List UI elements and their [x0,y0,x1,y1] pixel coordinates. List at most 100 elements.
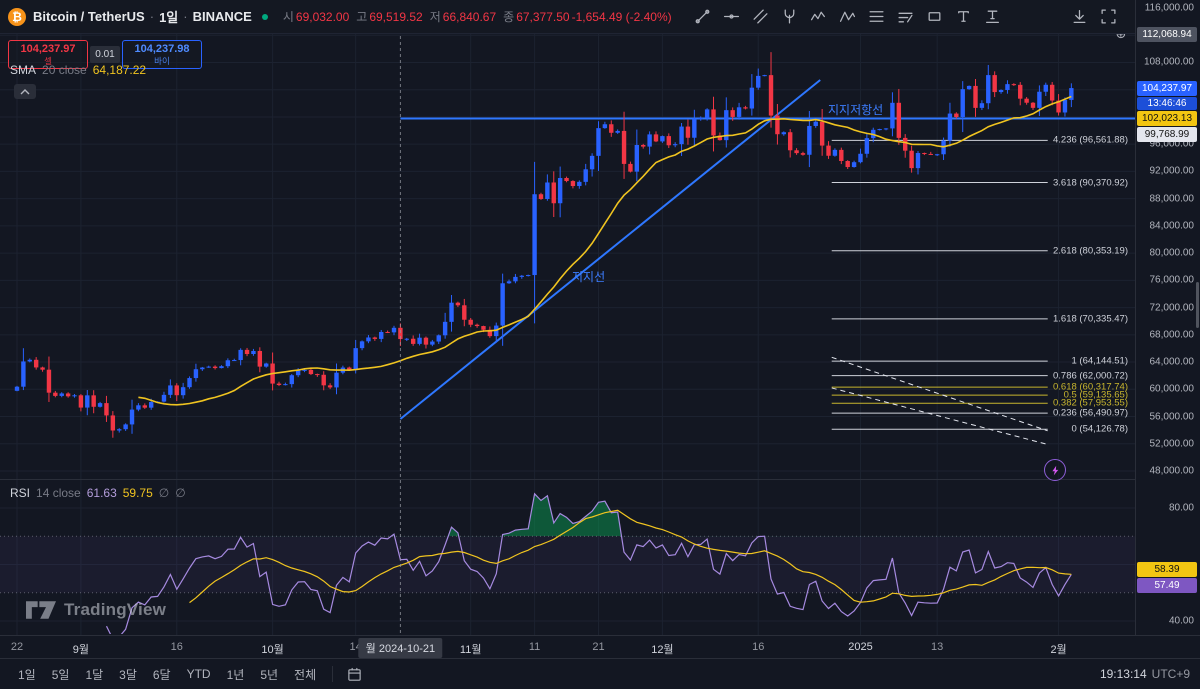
time-axis-label: 22 [10,641,24,653]
price-axis-label: 116,000.00 [1144,2,1194,14]
market-status-dot [261,13,268,20]
price-axis-label: 84,000.00 [1149,220,1195,232]
sell-label: 셀 [44,55,52,66]
elliott-wave-icon[interactable] [804,3,833,30]
price-axis-label: 64,000.00 [1149,356,1195,368]
rsi-overbought-fill [391,493,765,537]
fib-retracement-icon[interactable] [862,3,891,30]
exchange-name[interactable]: BINANCE [192,9,252,24]
price-tag-high-marker: 112,068.94 [1137,27,1197,43]
drawing-toolbar [688,3,1007,30]
buy-price: 104,237.98 [134,42,190,55]
rsi-ma-line[interactable] [189,509,1072,604]
support-trend-line[interactable] [399,79,821,420]
scrollbar-thumb[interactable] [1196,282,1199,328]
parallel-channel-icon[interactable] [746,3,775,30]
range-selector: 1일 5일 1달 3달 6달 YTD 1년 5년 전체 [10,663,324,686]
time-axis-label: 16 [752,641,765,653]
price-axis-label: 68,000.00 [1149,329,1195,341]
high-value: 69,519.52 [369,9,423,24]
boost-button[interactable] [1044,459,1066,481]
rsi-value: 61.63 [86,486,117,500]
divider [332,666,334,682]
zigzag-icon[interactable] [833,3,862,30]
time-axis-label: 12월 [651,644,674,656]
price-axis-label: 96,000.00 [1149,138,1195,150]
open-value: 69,032.00 [295,9,350,24]
price-tag-last-price: 104,237.97 [1137,80,1197,96]
trend-line-icon[interactable] [688,3,717,30]
price-axis-label: 60,000.00 [1149,383,1195,395]
rsi-params: 14 close [36,486,81,500]
price-axis-label: 56,000.00 [1149,411,1195,423]
top-toolbar: ₿ Bitcoin / TetherUS · 1일 · BINANCE 시 69… [0,0,1135,34]
time-axis-label: 2월 [1050,644,1067,656]
buy-button[interactable]: 104,237.98 바이 [122,40,202,69]
rsi-axis-label: 80.00 [1168,502,1194,514]
dashed-trend-line[interactable] [831,387,1048,445]
open-label: 시 [282,10,294,24]
rsi-name: RSI [10,486,31,500]
range-button-1년[interactable]: 1년 [219,663,253,686]
support-line-label[interactable]: 지지선 [572,270,606,284]
price-axis-label: 108,000.00 [1143,56,1194,68]
price-tag-sma-value: 102,023.13 [1137,110,1197,126]
symbol-name[interactable]: Bitcoin / TetherUS [33,9,145,24]
buy-sell-widget: 104,237.97 셀 0.01 104,237.98 바이 [8,40,202,69]
interval-button[interactable]: 1일 [159,10,179,25]
text-icon[interactable] [949,3,978,30]
rsi-hidden-value: ∅ [175,486,186,500]
download-icon[interactable] [1065,3,1094,30]
pitchfork-icon[interactable] [775,3,804,30]
sma-legend: SMA 20 close 64,187.22 [10,63,146,77]
range-button-5일[interactable]: 5일 [44,663,78,686]
range-button-YTD[interactable]: YTD [179,664,219,684]
price-axis-label: 48,000.00 [1149,465,1195,477]
sma-line[interactable] [138,95,1072,406]
rsi-ma-value: 59.75 [122,486,153,500]
price-tag-countdown: 13:46:46 [1137,96,1197,110]
fullscreen-icon[interactable] [1094,3,1123,30]
tradingview-watermark: TradingView [26,600,166,620]
sma-params: 20 close [42,63,87,77]
horizontal-line-icon[interactable] [717,3,746,30]
rsi-band [0,536,1135,593]
sma-name: SMA [10,63,37,77]
sell-price: 104,237.97 [20,42,76,55]
range-button-1달[interactable]: 1달 [77,663,111,686]
time-axis-label: 16 [170,641,183,653]
rsi-hidden-value: ∅ [158,486,170,500]
spread-value: 0.01 [90,46,120,63]
collapse-pane-button[interactable] [14,84,36,99]
time-axis-label: 9월 [72,644,90,656]
ohlc-legend: 시 69,032.00 고 69,519.52 저 66,840.67 종 67… [276,8,672,25]
range-button-전체[interactable]: 전체 [286,663,324,686]
close-value: 67,377.50 [516,9,570,24]
fib-channel-icon[interactable] [891,3,920,30]
price-tag-line-value: 99,768.99 [1137,126,1197,142]
time-axis-label: 2025 [848,641,873,653]
price-axis[interactable]: 48,000.00 52,000.00 56,000.00 60,000.00 64,0… [1116,0,1200,635]
range-button-1일[interactable]: 1일 [10,663,44,686]
clock-time: 19:13:14 [1099,667,1147,681]
price-axis-label: 88,000.00 [1149,193,1195,205]
go-to-date-button[interactable] [341,665,368,684]
price-axis-label: 76,000.00 [1149,274,1195,286]
fibonacci-retracement[interactable] [831,139,1048,430]
sell-button[interactable]: 104,237.97 셀 [8,40,88,69]
range-button-5년[interactable]: 5년 [252,663,286,686]
price-axis-label: 52,000.00 [1149,438,1195,450]
symbol-title-button[interactable]: Bitcoin / TetherUS · 1일 · BINANCE [33,7,252,26]
main-chart-canvas[interactable] [0,0,1135,635]
clock[interactable]: 19:13:14 UTC+9 [1100,667,1190,681]
price-axis-label: 80,000.00 [1149,247,1195,259]
range-button-6달[interactable]: 6달 [145,663,179,686]
range-button-3달[interactable]: 3달 [111,663,145,686]
rsi-line[interactable] [105,492,1072,635]
rsi-tag-rsi-ma-value: 58.39 [1137,561,1197,577]
rectangle-icon[interactable] [920,3,949,30]
time-axis[interactable]: 22 9월 16 10월 14 11월 11 21 12월 16 2025 13 2월 월 2024-10… [0,635,1200,658]
dashed-trend-line[interactable] [831,356,1048,432]
anchored-text-icon[interactable] [978,3,1007,30]
resistance-line-label[interactable]: 지지저항선 [828,103,884,117]
